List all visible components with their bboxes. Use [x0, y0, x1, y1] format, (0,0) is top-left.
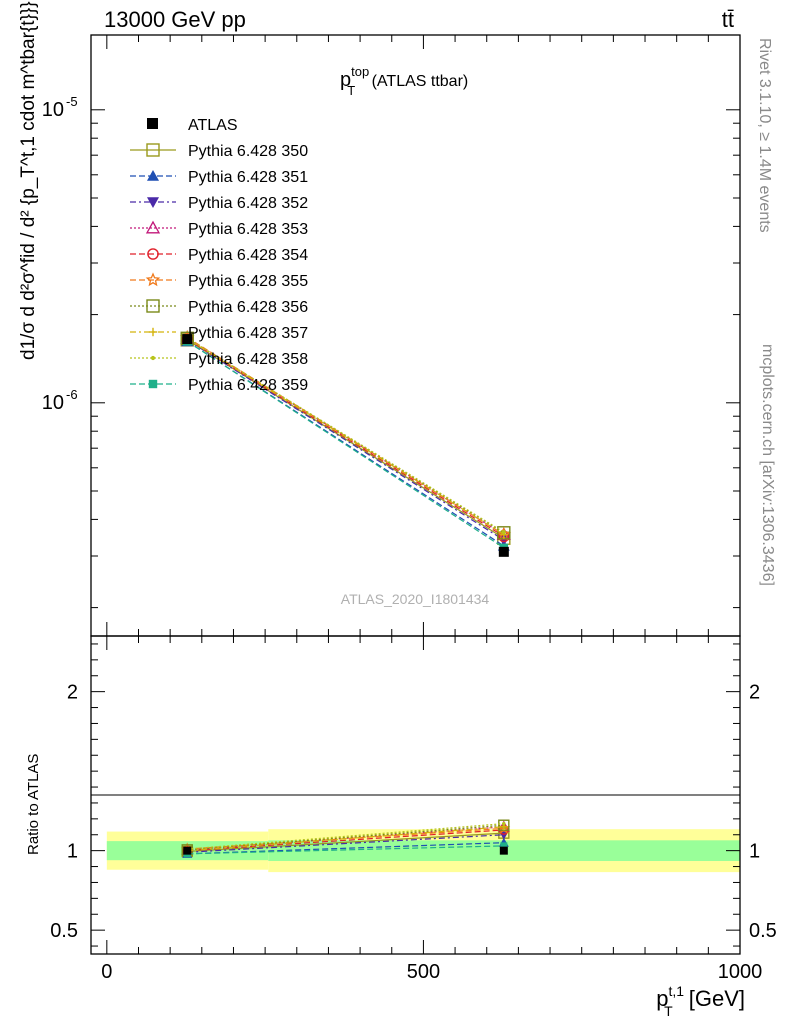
series-line-0: [186, 339, 505, 539]
series-line-7: [186, 338, 505, 536]
header-left: 13000 GeV pp: [104, 7, 246, 32]
ratio-tick-label-right: 1: [749, 841, 760, 863]
series-line-8: [186, 337, 505, 533]
legend-label-9: Pythia 6.428 359: [188, 377, 308, 394]
ratio-line-7: [187, 826, 504, 852]
series-point-8-1: [501, 530, 506, 535]
legend-label-atlas: ATLAS: [188, 117, 238, 134]
y-axis-label: d1/σ d d²σ^fid / d² {p_T^t,1 cdot m^tbar…: [18, 0, 39, 360]
chart-title-sub: T: [347, 83, 355, 98]
legend-marker-5: [145, 272, 161, 287]
legend-marker-0: [146, 143, 160, 157]
legend-label-2: Pythia 6.428 352: [188, 195, 308, 212]
legend-marker-8: [150, 355, 156, 361]
ratio-point-8-1: [502, 821, 506, 826]
main-series: [179, 329, 512, 557]
x-axis-label: pt,1 T [GeV]: [656, 983, 745, 1019]
ratio-point-9-1: [500, 842, 508, 850]
x-tick-label: 500: [407, 961, 440, 983]
ratio-y-axis-label: Ratio to ATLAS: [25, 754, 42, 855]
atlas-data-point-1: [498, 546, 509, 557]
legend-label-7: Pythia 6.428 357: [188, 325, 308, 342]
series-line-2: [186, 339, 505, 541]
legend-marker-7: [148, 327, 158, 337]
ratio-tick-label: 2: [67, 682, 78, 704]
atlas-data-point-0: [182, 334, 193, 345]
ratio-series: [180, 819, 511, 858]
atlas-ratio-point-1: [499, 846, 508, 855]
legend: ATLAS Pythia 6.428 350 Pythia 6.428 351 Pyt…: [130, 117, 308, 394]
x-axis-label-sup: t,1: [669, 983, 685, 999]
y-tick-label-exponent: -5: [66, 94, 78, 109]
x-axis-label-rest: [GeV]: [683, 986, 745, 1011]
analysis-watermark: ATLAS_2020_I1801434: [341, 591, 490, 607]
ratio-line-4: [187, 829, 504, 852]
ratio-tick-label: 0.5: [50, 920, 78, 942]
mcplots-label: mcplots.cern.ch [arXiv:1306.3436]: [759, 344, 776, 586]
legend-label-6: Pythia 6.428 356: [188, 299, 308, 316]
x-tick-label: 0: [101, 961, 112, 983]
legend-label-8: Pythia 6.428 358: [188, 351, 308, 368]
legend-marker-9: [148, 379, 158, 389]
chart-title: ptop T (ATLAS ttbar): [340, 64, 468, 98]
y-tick-label-exponent: -6: [66, 387, 78, 402]
legend-marker-1: [147, 170, 159, 181]
chart-title-main: p: [340, 69, 351, 91]
legend-label-0: Pythia 6.428 350: [188, 143, 308, 160]
header-right: tt̄: [722, 7, 734, 32]
rivet-label: Rivet 3.1.10, ≥ 1.4M events: [756, 38, 773, 233]
atlas-ratio-point-0: [183, 846, 192, 855]
legend-label-1: Pythia 6.428 351: [188, 169, 308, 186]
ratio-line-0: [187, 832, 504, 853]
legend-label-5: Pythia 6.428 355: [188, 273, 308, 290]
y-tick-label: 10: [42, 392, 64, 414]
ratio-line-2: [187, 834, 504, 853]
series-point-6-1: [497, 526, 511, 540]
x-axis-label-main: p: [656, 986, 668, 1011]
ratio-line-6: [187, 824, 504, 851]
x-axis-label-sub: T: [664, 1003, 673, 1019]
ratio-frame: [90, 635, 741, 955]
chart-title-rest: (ATLAS ttbar): [367, 73, 468, 90]
legend-marker-2: [147, 197, 159, 208]
ratio-tick-label-right: 0.5: [749, 920, 777, 942]
legend-marker-6: [146, 299, 160, 313]
legend-label-3: Pythia 6.428 353: [188, 221, 308, 238]
ratio-panel: [90, 635, 741, 955]
x-tick-label: 1000: [718, 961, 763, 983]
ratio-tick-label-right: 2: [749, 682, 760, 704]
y-tick-label: 10: [42, 99, 64, 121]
ratio-tick-label: 1: [67, 841, 78, 863]
legend-label-4: Pythia 6.428 354: [188, 247, 308, 264]
series-line-4: [186, 338, 505, 537]
legend-marker-3: [145, 220, 161, 234]
legend-marker-atlas: [147, 118, 158, 129]
series-line-9: [186, 340, 505, 549]
chart-title-sup: top: [351, 64, 369, 79]
legend-marker-4: [147, 248, 159, 260]
ratio-line-9: [187, 845, 504, 855]
ratio-line-8: [187, 823, 504, 850]
ratio-line-1: [187, 842, 504, 855]
